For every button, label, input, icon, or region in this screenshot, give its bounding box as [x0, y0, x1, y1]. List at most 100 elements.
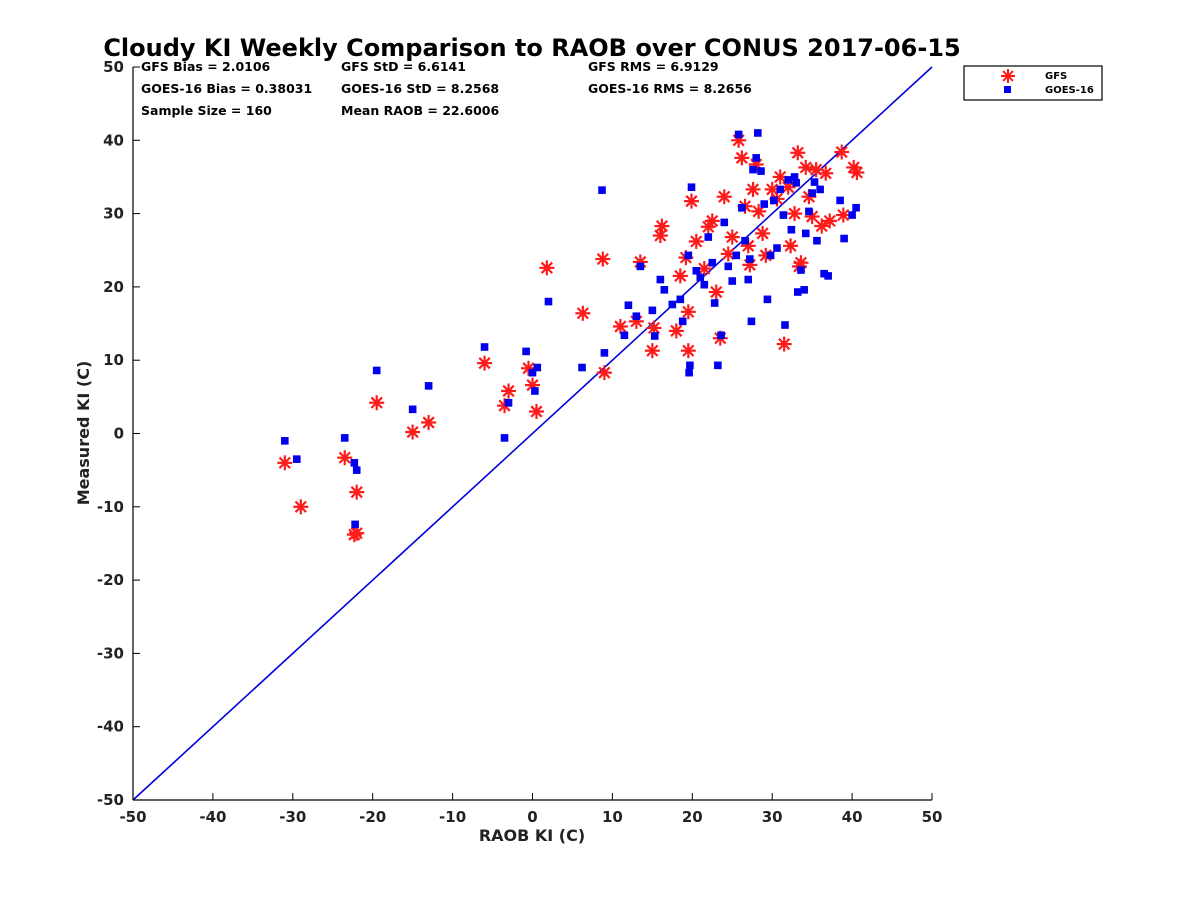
y-tick-label: 20	[103, 278, 124, 296]
point-gfs	[668, 323, 684, 339]
y-tick-label: 10	[103, 351, 124, 369]
point-goes16	[692, 266, 701, 275]
point-goes16	[728, 277, 737, 285]
point-gfs	[644, 343, 660, 359]
y-tick-layer: 50 40 30 20 10 0 -10 -20 -30 -40 -50	[97, 58, 140, 809]
point-goes16	[792, 179, 800, 187]
point-goes16	[500, 434, 509, 442]
point-goes16	[352, 466, 361, 474]
y-tick-label: 0	[114, 425, 124, 443]
point-gfs	[369, 395, 385, 411]
point-goes16	[801, 229, 810, 238]
stat-goes-rms: GOES-16 RMS = 8.2656	[588, 81, 752, 96]
chart-title: Cloudy KI Weekly Comparison to RAOB over…	[103, 34, 960, 62]
point-goes16	[660, 286, 669, 294]
point-goes16	[769, 196, 778, 205]
point-goes16	[776, 185, 784, 194]
x-tick-label: -50	[119, 808, 146, 826]
y-tick-label: -50	[97, 791, 124, 809]
point-goes16	[600, 349, 609, 357]
point-goes16	[779, 211, 788, 219]
point-goes16	[686, 361, 694, 370]
x-tick-label: 10	[602, 808, 623, 826]
point-goes16	[805, 207, 813, 216]
one-to-one-line	[132, 66, 933, 801]
point-goes16	[684, 251, 693, 260]
point-goes16	[340, 434, 349, 442]
point-gfs	[834, 144, 850, 160]
point-goes16	[714, 361, 722, 370]
point-gfs	[596, 365, 612, 381]
point-gfs	[696, 261, 712, 277]
point-goes16	[650, 332, 659, 340]
y-tick-label: 50	[103, 58, 124, 76]
point-goes16	[816, 185, 824, 194]
point-gfs	[501, 383, 517, 399]
point-gfs	[575, 305, 591, 321]
y-axis-label: Measured KI (C)	[74, 361, 93, 506]
point-goes16	[620, 331, 629, 340]
point-gfs	[783, 238, 799, 254]
point-goes16	[793, 288, 802, 296]
point-goes16	[836, 196, 844, 205]
point-goes16	[813, 236, 821, 245]
point-gfs	[672, 268, 688, 284]
legend-label-gfs: GFS	[1045, 71, 1067, 82]
point-gfs	[337, 450, 353, 466]
y-tick-label: -40	[97, 718, 124, 736]
point-gfs	[528, 404, 544, 420]
point-gfs	[595, 251, 611, 267]
y-tick-label: -30	[97, 644, 124, 662]
point-goes16	[734, 130, 743, 139]
point-goes16	[480, 343, 489, 351]
stat-mean-raob: Mean RAOB = 22.6006	[341, 103, 499, 118]
point-gfs	[755, 225, 771, 241]
point-goes16	[738, 203, 746, 212]
point-goes16	[351, 520, 359, 529]
legend-label-goes16: GOES-16	[1045, 85, 1094, 96]
point-gfs	[822, 213, 838, 229]
point-goes16	[676, 295, 685, 304]
point-goes16	[504, 398, 513, 407]
point-goes16	[717, 331, 725, 340]
point-goes16	[648, 306, 657, 315]
point-goes16	[800, 286, 808, 294]
point-goes16	[747, 317, 756, 326]
point-gfs	[612, 318, 628, 334]
point-gfs	[716, 189, 732, 205]
point-goes16	[766, 251, 775, 260]
point-goes16	[757, 167, 765, 175]
x-tick-label: 30	[762, 808, 783, 826]
point-gfs	[818, 165, 834, 181]
point-goes16	[808, 189, 816, 197]
point-goes16	[797, 266, 805, 274]
point-goes16	[744, 275, 753, 284]
point-gfs	[724, 229, 740, 245]
reference-line-layer	[132, 66, 933, 801]
point-gfs	[787, 206, 803, 222]
point-goes16	[578, 363, 586, 372]
point-goes16	[350, 459, 359, 467]
point-goes16	[632, 312, 641, 321]
point-goes16	[749, 165, 757, 174]
point-gfs	[405, 424, 421, 440]
point-goes16	[408, 405, 417, 414]
point-goes16	[840, 234, 848, 243]
point-goes16	[752, 154, 761, 162]
point-gfs	[646, 320, 662, 336]
point-goes16	[787, 225, 796, 234]
x-tick-layer: -50 -40 -30 -20 -10 0 10 20 30 40 50	[119, 793, 942, 826]
point-goes16	[720, 218, 729, 227]
stat-gfs-bias: GFS Bias = 2.0106	[141, 59, 271, 74]
point-goes16	[528, 368, 537, 377]
point-goes16	[624, 301, 633, 310]
point-goes16	[781, 321, 789, 329]
point-gfs	[688, 233, 704, 249]
point-gfs	[277, 455, 293, 471]
point-goes16	[704, 233, 713, 241]
x-axis-label: RAOB KI (C)	[479, 826, 585, 845]
point-gfs	[704, 213, 720, 229]
x-tick-label: -40	[199, 808, 226, 826]
point-goes16	[824, 272, 832, 280]
